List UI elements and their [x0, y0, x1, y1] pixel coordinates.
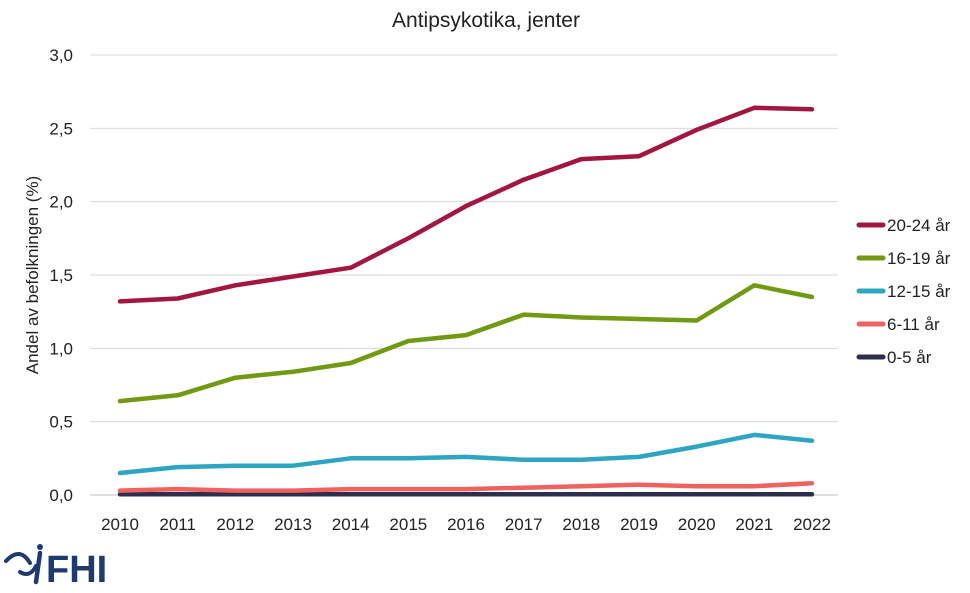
x-tick-label: 2012 — [216, 515, 254, 534]
y-tick-label: 2,5 — [49, 119, 73, 138]
series-line — [117, 481, 815, 493]
legend-label: 20-24 år — [887, 216, 951, 235]
fhi-logo: FHI — [2, 538, 132, 591]
series-line — [117, 105, 815, 304]
x-tick-label: 2018 — [562, 515, 600, 534]
y-tick-label: 3,0 — [49, 46, 73, 65]
legend-label: 12-15 år — [887, 282, 951, 301]
legend-item: 16-19 år — [856, 249, 951, 268]
y-tick-labels: 0,0 0,5 1,0 1,5 2,0 2,5 3,0 — [49, 46, 73, 505]
legend-item: 0-5 år — [856, 348, 932, 367]
series-line — [117, 283, 815, 404]
y-tick-label: 0,5 — [49, 413, 73, 432]
x-tick-label: 2021 — [735, 515, 773, 534]
x-tick-label: 2017 — [505, 515, 543, 534]
series-line — [117, 432, 815, 476]
legend-item: 6-11 år — [856, 315, 940, 334]
y-tick-label: 2,0 — [49, 193, 73, 212]
legend-label: 6-11 år — [887, 315, 940, 334]
x-tick-label: 2016 — [447, 515, 485, 534]
legend-item: 12-15 år — [856, 282, 951, 301]
fhi-logo-mark-icon: FHI — [4, 544, 107, 591]
x-tick-label: 2013 — [274, 515, 312, 534]
y-tick-label: 0,0 — [49, 486, 73, 505]
chart-title: Antipsykotika, jenter — [392, 9, 580, 32]
y-tick-label: 1,0 — [49, 339, 73, 358]
x-tick-label: 2015 — [389, 515, 427, 534]
x-tick-labels: 2010 2011 2012 2013 2014 2015 2016 2017 2018 2019… — [101, 515, 831, 534]
legend-item: 20-24 år — [856, 216, 951, 235]
legend-label: 16-19 år — [887, 249, 951, 268]
x-tick-label: 2011 — [159, 515, 196, 534]
y-tick-label: 1,5 — [49, 266, 73, 285]
x-tick-label: 2014 — [332, 515, 370, 534]
grid-lines — [90, 54, 838, 496]
x-tick-label: 2019 — [620, 515, 658, 534]
x-tick-label: 2022 — [793, 515, 831, 534]
legend-label: 0-5 år — [887, 348, 932, 367]
legend: 20-24 år 16-19 år 12-15 år 6-11 år 0-5 år — [856, 216, 951, 367]
x-tick-label: 2010 — [101, 515, 139, 534]
series-lines — [117, 105, 815, 497]
fhi-logo-text: FHI — [46, 549, 107, 588]
x-tick-label: 2020 — [678, 515, 716, 534]
y-axis-label: Andel av befolkningen (%) — [23, 176, 42, 374]
